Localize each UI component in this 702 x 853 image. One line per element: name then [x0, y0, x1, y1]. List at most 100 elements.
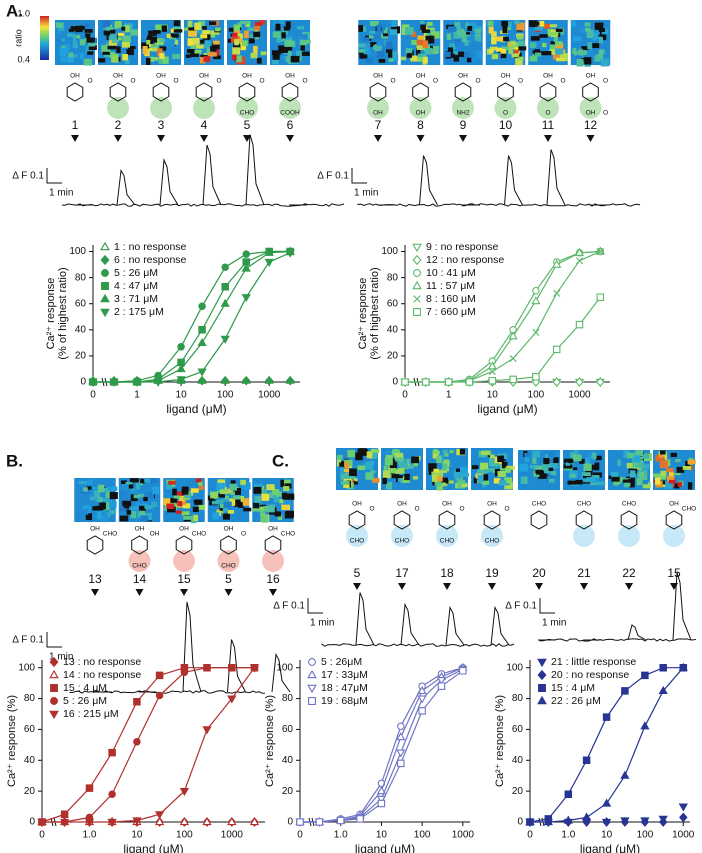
ratio-image-cell [629, 470, 636, 478]
ratio-image-cell [65, 36, 73, 45]
ratio-image-cell [436, 455, 442, 464]
data-point [220, 298, 230, 307]
colorbar [40, 16, 49, 60]
highlight [346, 525, 368, 547]
ratio-image-cell [359, 54, 368, 59]
ratio-image-cell [556, 57, 565, 62]
panel-label: B. [6, 451, 23, 470]
y-tick-label: 40 [282, 755, 294, 766]
ratio-image-cell [529, 20, 538, 28]
ratio-image-cell [576, 58, 584, 67]
ratio-image-cell [501, 46, 509, 51]
ratio-image-cell [543, 458, 550, 465]
ratio-image-cell [370, 20, 379, 27]
y-axis-label: Ca²⁺ response [357, 278, 369, 350]
ratio-image-cell [169, 36, 177, 41]
ratio-image-cell [215, 27, 221, 32]
ratio-image-cell [404, 473, 410, 481]
ratio-image-cell [376, 50, 385, 58]
ratio-image-cell [388, 51, 393, 58]
ratio-image-cell [489, 48, 494, 54]
ratio-image-cell [272, 57, 279, 65]
ratio-image-cell [443, 51, 451, 58]
panel-label: A. [6, 1, 23, 20]
data-point [241, 375, 251, 386]
ratio-image-cell [158, 58, 163, 64]
ratio-image [443, 20, 483, 65]
ratio-image-cell [575, 55, 581, 60]
y-tick-label: 20 [24, 786, 36, 797]
ratio-image-cell [477, 474, 484, 483]
ratio-image-cell [384, 457, 393, 466]
fit-curve [42, 667, 255, 823]
highlight [150, 97, 172, 119]
ratio-image-cell [211, 500, 219, 505]
ratio-image-cell [668, 479, 676, 484]
ratio-image-cell [125, 482, 133, 487]
ratio-image-cell [433, 449, 438, 454]
highlight [193, 97, 215, 119]
ratio-image-cell [515, 58, 523, 66]
substituent-label: OH [242, 73, 252, 80]
ratio-image-cell [548, 24, 557, 28]
ratio-image-cell [502, 25, 508, 34]
trace-baseline [357, 203, 641, 207]
legend-label: 6 : no response [114, 254, 187, 266]
compound-number: 5 [354, 566, 361, 580]
ratio-image-cell [659, 460, 669, 469]
ratio-image-cell [198, 20, 206, 28]
ratio-image-cell [111, 39, 119, 44]
data-point [296, 818, 304, 826]
y-tick-label: 80 [387, 272, 399, 283]
ratio-image-cell [358, 43, 366, 48]
ratio-image-cell [272, 31, 281, 38]
ratio-image-cell [126, 509, 131, 515]
ratio-image-cell [518, 40, 525, 48]
legend-marker [413, 295, 421, 303]
ratio-image-cell [370, 470, 376, 474]
ratio-image-cell [273, 495, 279, 503]
ratio-image-cell [555, 42, 564, 50]
ratio-image-cell [592, 479, 599, 484]
ratio-image-cell [581, 472, 591, 477]
benzene-ring [412, 82, 429, 102]
ratio-image-cell [488, 26, 494, 34]
ratio-image-cell [236, 40, 244, 45]
ratio-image-cell [632, 466, 642, 470]
ratio-image [141, 20, 183, 66]
ratio-image-cell [578, 50, 588, 55]
ratio-image-cell [608, 475, 613, 479]
ratio-image-cell [668, 472, 674, 477]
ratio-image-cell [447, 26, 457, 32]
stimulus-arrow [71, 135, 79, 142]
ratio-image-cell [176, 491, 186, 496]
ratio-image-cell [385, 41, 392, 50]
ratio-image-cell [361, 26, 367, 32]
legend-label: 1 : no response [114, 241, 187, 253]
ratio-image-cell [268, 504, 275, 513]
ratio-image-cell [194, 49, 202, 54]
ratio-image-cell [241, 482, 251, 490]
ratio-image-cell [140, 478, 146, 484]
substituent-label: OH [501, 73, 511, 80]
ratio-image-cell [390, 51, 398, 59]
ratio-image-cell [253, 502, 260, 509]
ratio-image-cell [591, 475, 600, 479]
ratio-image-cell [166, 503, 175, 510]
ratio-image-cell [148, 478, 158, 483]
ratio-image-cell [530, 36, 540, 41]
ratio-image-cell [232, 54, 237, 61]
ratio-image-cell [108, 51, 115, 58]
ratio-image-cell [491, 36, 497, 45]
ratio-image-cell [427, 22, 433, 26]
ratio-image-cell [119, 515, 129, 522]
ratio-image-cell [349, 475, 355, 480]
ratio-image [653, 450, 696, 490]
ratio-image-cell [465, 22, 470, 28]
data-point [202, 726, 212, 735]
substituent-label: OH [199, 73, 209, 80]
y-tick-label: 60 [75, 298, 87, 309]
ratio-image-cell [456, 30, 464, 36]
scale-bar-df: Δ F 0.1 [505, 601, 537, 612]
benzene-ring [66, 82, 84, 102]
